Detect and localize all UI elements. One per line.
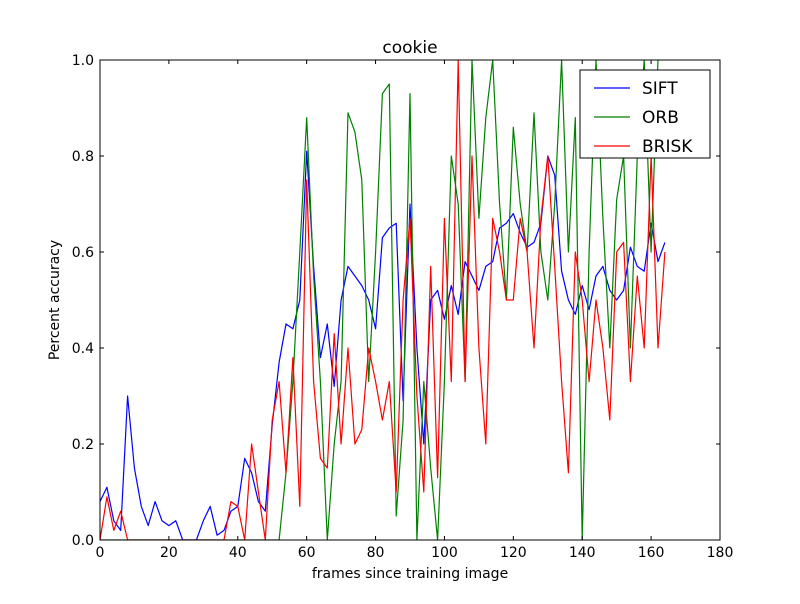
y-tick-label: 0.0 [72, 533, 94, 549]
plot-frame [99, 59, 721, 541]
x-axis-label: frames since training image [312, 566, 508, 582]
x-tick-label: 160 [638, 545, 665, 561]
x-tick-label: 140 [569, 545, 596, 561]
x-tick-label: 80 [367, 545, 385, 561]
legend-label-brisk: BRISK [642, 137, 693, 157]
legend-label-orb: ORB [642, 108, 679, 128]
series-line-brisk [100, 60, 666, 540]
series-layer [100, 60, 666, 540]
chart-title: cookie [382, 38, 437, 58]
x-tick-label: 100 [431, 545, 458, 561]
y-tick-label: 0.8 [72, 149, 94, 165]
x-tick-label: 40 [229, 545, 247, 561]
x-tick-label: 60 [298, 545, 316, 561]
y-tick-label: 1.0 [72, 53, 94, 69]
x-tick-label: 180 [707, 545, 734, 561]
legend-label-sift: SIFT [642, 79, 678, 99]
y-tick-label: 0.2 [72, 437, 94, 453]
series-line-orb [100, 60, 659, 540]
legend: SIFT ORB BRISK [579, 69, 711, 159]
series-line-sift [100, 150, 666, 540]
axis-ticks: 0 20 40 60 80 100 120 140 160 180 0.0 0.2 0.4 0.6 0.8 1… [72, 53, 734, 561]
y-tick-label: 0.4 [72, 341, 94, 357]
x-tick-label: 120 [500, 545, 527, 561]
x-tick-label: 20 [160, 545, 178, 561]
x-tick-label: 0 [96, 545, 105, 561]
y-axis-label: Percent accuracy [47, 240, 63, 360]
legend-box [579, 69, 711, 159]
y-tick-label: 0.6 [72, 245, 94, 261]
